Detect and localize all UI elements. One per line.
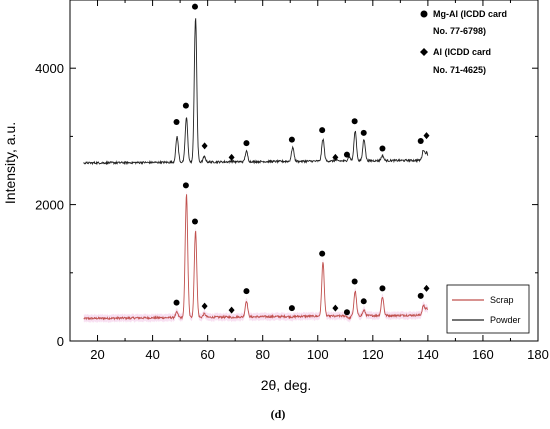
scrap-shade-band	[83, 190, 428, 324]
powder-peak-marker-circle-13	[417, 138, 424, 145]
x-tick-label: 40	[145, 347, 159, 362]
y-tick-label: 4000	[35, 61, 64, 76]
powder-peak-marker-circle-9	[343, 151, 350, 158]
series-scrap-line	[83, 194, 428, 321]
x-tick-label: 140	[417, 347, 439, 362]
series-lines	[83, 18, 429, 321]
powder-peak-marker-diamond-14	[423, 132, 430, 140]
powder-peak-marker-diamond-8	[332, 153, 339, 161]
powder-peak-marker-circle-10	[351, 118, 358, 125]
scrap-peak-marker-circle-6	[288, 305, 295, 312]
x-tick-label: 160	[472, 347, 494, 362]
powder-peak-marker-circle-6	[288, 136, 295, 143]
y-tick-label: 2000	[35, 198, 64, 213]
powder-peak-marker-circle-1	[182, 102, 189, 109]
marker-legend-diamond-icon	[420, 48, 428, 56]
series-legend: Scrap Powder	[446, 284, 530, 334]
powder-peak-marker-circle-7	[319, 127, 326, 134]
scrap-peak-marker-diamond-4	[228, 306, 235, 314]
scrap-peak-marker-circle-10	[351, 278, 358, 285]
y-axis-label: Intensity, a.u.	[2, 122, 18, 204]
scrap-peak-marker-circle-11	[360, 298, 367, 305]
marker-legend-circle-icon	[420, 10, 428, 18]
x-tick-label: 120	[362, 347, 384, 362]
x-tick-label: 100	[307, 347, 329, 362]
powder-peak-marker-circle-0	[173, 118, 180, 125]
scrap-peak-marker-circle-5	[243, 288, 250, 295]
x-tick-label: 80	[255, 347, 269, 362]
powder-peak-marker-diamond-4	[228, 153, 235, 161]
scrap-peak-marker-diamond-14	[423, 284, 430, 292]
series-legend-powder-label: Powder	[490, 315, 521, 325]
series-legend-box	[446, 284, 530, 334]
figure-caption: (d)	[271, 407, 286, 421]
scrap-peak-marker-circle-0	[173, 299, 180, 306]
powder-peak-marker-circle-12	[379, 145, 386, 152]
series-legend-scrap-label: Scrap	[490, 295, 514, 305]
x-tick-label: 180	[527, 347, 549, 362]
scrap-peak-marker-circle-1	[182, 182, 189, 189]
powder-peak-marker-circle-5	[243, 140, 250, 147]
axes	[69, 0, 539, 342]
marker-legend-mgal-line1: Mg-Al (ICDD card	[433, 9, 507, 19]
x-axis-label: 2θ, deg.	[261, 377, 312, 393]
scrap-peak-marker-circle-12	[379, 285, 386, 292]
powder-peak-marker-circle-2	[191, 3, 198, 10]
marker-legend-mgal-line2: No. 77-6798)	[433, 26, 486, 36]
tick-labels: 20 40 60 80 100 120 140 160 180 0 2000 4000	[35, 61, 549, 362]
powder-peak-marker-circle-11	[360, 129, 367, 136]
marker-legend: Mg-Al (ICDD card No. 77-6798) Al (ICDD c…	[420, 9, 507, 75]
x-tick-label: 60	[200, 347, 214, 362]
series-powder-line	[83, 18, 429, 166]
scrap-peak-marker-circle-7	[319, 250, 326, 257]
x-tick-label: 20	[90, 347, 104, 362]
peak-markers	[173, 3, 430, 316]
scrap-peak-marker-diamond-3	[201, 302, 208, 310]
scrap-peak-marker-circle-2	[191, 218, 198, 225]
plot-frame	[69, 0, 539, 342]
marker-legend-al-line1: Al (ICDD card	[433, 47, 491, 57]
scrap-peak-marker-circle-13	[417, 292, 424, 299]
scrap-shade	[83, 190, 428, 324]
scrap-peak-marker-diamond-8	[332, 304, 339, 312]
powder-peak-marker-diamond-3	[201, 142, 208, 150]
y-tick-label: 0	[57, 334, 64, 349]
scrap-peak-marker-circle-9	[343, 309, 350, 316]
marker-legend-al-line2: No. 71-4625)	[433, 65, 486, 75]
